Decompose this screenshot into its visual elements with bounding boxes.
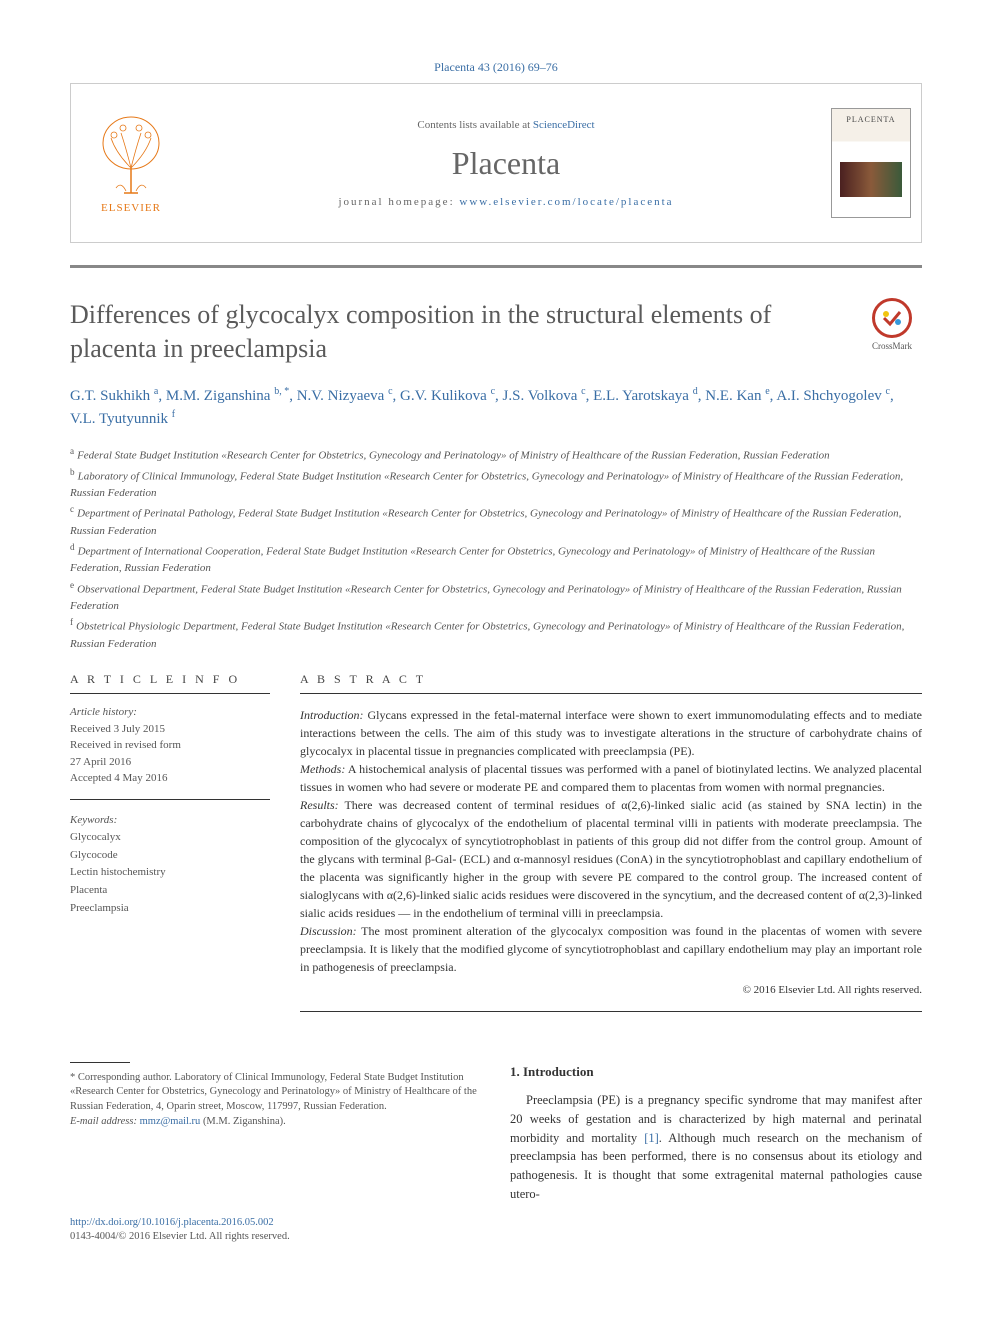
affiliation-item: bLaboratory of Clinical Immunology, Fede…: [70, 466, 922, 502]
keyword-item: Glycocode: [70, 847, 270, 865]
journal-name: Placenta: [452, 145, 560, 182]
crossmark-label: CrossMark: [862, 341, 922, 351]
keywords-label: Keywords:: [70, 812, 270, 830]
abstract-intro-label: Introduction:: [300, 708, 364, 722]
abstract-methods-label: Methods:: [300, 762, 345, 776]
abstract-header: A B S T R A C T: [300, 672, 922, 694]
authors-list: G.T. Sukhikh a, M.M. Ziganshina b, *, N.…: [70, 384, 922, 431]
ref-link-1[interactable]: [1]: [644, 1131, 659, 1145]
issn-copyright: 0143-4004/© 2016 Elsevier Ltd. All right…: [70, 1231, 290, 1242]
keyword-item: Placenta: [70, 882, 270, 900]
intro-heading: 1. Introduction: [510, 1062, 922, 1082]
affiliation-item: eObservational Department, Federal State…: [70, 579, 922, 615]
keyword-item: Preeclampsia: [70, 900, 270, 918]
abstract-body: Introduction: Glycans expressed in the f…: [300, 706, 922, 1012]
abstract-intro-text: Glycans expressed in the fetal-maternal …: [300, 708, 922, 758]
sciencedirect-link[interactable]: ScienceDirect: [533, 119, 595, 131]
corr-email-link[interactable]: mmz@mail.ru: [140, 1116, 201, 1127]
cover-image-icon: [840, 162, 902, 197]
publisher-logo[interactable]: ELSEVIER: [71, 84, 191, 242]
accepted-date: Accepted 4 May 2016: [70, 770, 270, 787]
history-label: Article history:: [70, 704, 270, 721]
abstract-discussion-label: Discussion:: [300, 924, 357, 938]
abstract-panel: A B S T R A C T Introduction: Glycans ex…: [300, 672, 922, 1012]
abstract-copyright: © 2016 Elsevier Ltd. All rights reserved…: [300, 982, 922, 999]
header-divider: [70, 265, 922, 268]
journal-homepage: journal homepage: www.elsevier.com/locat…: [338, 196, 673, 208]
doi-link[interactable]: http://dx.doi.org/10.1016/j.placenta.201…: [70, 1217, 274, 1228]
affiliation-item: fObstetrical Physiologic Department, Fed…: [70, 616, 922, 652]
keyword-item: Lectin histochemistry: [70, 864, 270, 882]
email-label: E-mail address:: [70, 1116, 140, 1127]
abstract-results-text: There was decreased content of terminal …: [300, 798, 922, 920]
crossmark-icon: [880, 306, 904, 330]
publisher-name: ELSEVIER: [101, 202, 161, 214]
keywords-block: Keywords: GlycocalyxGlycocodeLectin hist…: [70, 812, 270, 918]
revised-label: Received in revised form: [70, 737, 270, 754]
keyword-item: Glycocalyx: [70, 829, 270, 847]
crossmark-badge[interactable]: CrossMark: [862, 298, 922, 351]
introduction-section: 1. Introduction Preeclampsia (PE) is a p…: [510, 1062, 922, 1204]
abstract-methods-text: A histochemical analysis of placental ti…: [300, 762, 922, 794]
abstract-discussion-text: The most prominent alteration of the gly…: [300, 924, 922, 974]
contents-available: Contents lists available at ScienceDirec…: [417, 119, 594, 131]
article-info-panel: A R T I C L E I N F O Article history: R…: [70, 672, 270, 1012]
intro-paragraph: Preeclampsia (PE) is a pregnancy specifi…: [510, 1091, 922, 1204]
abstract-results-label: Results:: [300, 798, 339, 812]
elsevier-tree-icon: [96, 113, 166, 198]
affiliation-item: dDepartment of International Cooperation…: [70, 541, 922, 577]
article-title: Differences of glycocalyx composition in…: [70, 298, 842, 366]
citation: Placenta 43 (2016) 69–76: [70, 60, 922, 75]
revised-date: 27 April 2016: [70, 754, 270, 771]
email-suffix: (M.M. Ziganshina).: [200, 1116, 285, 1127]
received-date: Received 3 July 2015: [70, 721, 270, 738]
affiliation-item: cDepartment of Perinatal Pathology, Fede…: [70, 503, 922, 539]
affiliation-item: aFederal State Budget Institution «Resea…: [70, 445, 922, 464]
page-footer: http://dx.doi.org/10.1016/j.placenta.201…: [70, 1216, 922, 1245]
article-info-header: A R T I C L E I N F O: [70, 672, 270, 694]
corresponding-author-block: * Corresponding author. Laboratory of Cl…: [70, 1062, 480, 1204]
journal-header: ELSEVIER Contents lists available at Sci…: [70, 83, 922, 243]
corr-text: Corresponding author. Laboratory of Clin…: [70, 1072, 477, 1112]
affiliations-list: aFederal State Budget Institution «Resea…: [70, 445, 922, 652]
homepage-link[interactable]: www.elsevier.com/locate/placenta: [459, 196, 673, 208]
cover-title: PLACENTA: [832, 109, 910, 124]
journal-cover-thumbnail[interactable]: PLACENTA: [821, 84, 921, 242]
